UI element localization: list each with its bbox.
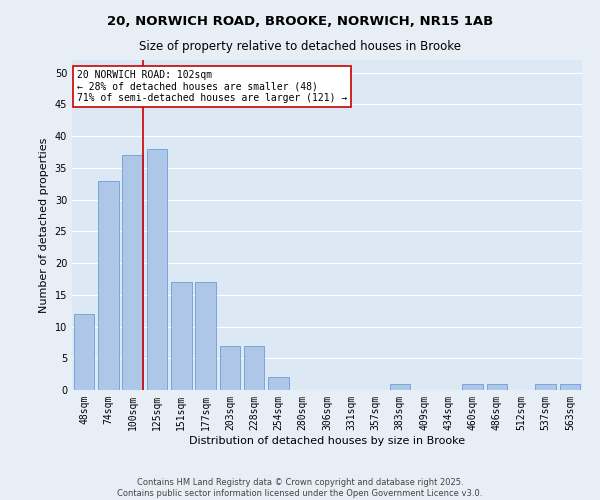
Bar <box>220 346 240 390</box>
Bar <box>195 282 216 390</box>
Text: Contains HM Land Registry data © Crown copyright and database right 2025.
Contai: Contains HM Land Registry data © Crown c… <box>118 478 482 498</box>
Y-axis label: Number of detached properties: Number of detached properties <box>39 138 49 312</box>
Bar <box>122 155 143 390</box>
Bar <box>244 346 265 390</box>
Bar <box>98 180 119 390</box>
Bar <box>389 384 410 390</box>
Bar <box>171 282 191 390</box>
Bar <box>74 314 94 390</box>
Text: Size of property relative to detached houses in Brooke: Size of property relative to detached ho… <box>139 40 461 53</box>
Bar <box>146 149 167 390</box>
Bar <box>560 384 580 390</box>
Bar <box>463 384 483 390</box>
Text: 20 NORWICH ROAD: 102sqm
← 28% of detached houses are smaller (48)
71% of semi-de: 20 NORWICH ROAD: 102sqm ← 28% of detache… <box>77 70 347 103</box>
Bar <box>268 378 289 390</box>
Bar <box>535 384 556 390</box>
Text: 20, NORWICH ROAD, BROOKE, NORWICH, NR15 1AB: 20, NORWICH ROAD, BROOKE, NORWICH, NR15 … <box>107 15 493 28</box>
X-axis label: Distribution of detached houses by size in Brooke: Distribution of detached houses by size … <box>189 436 465 446</box>
Bar <box>487 384 508 390</box>
